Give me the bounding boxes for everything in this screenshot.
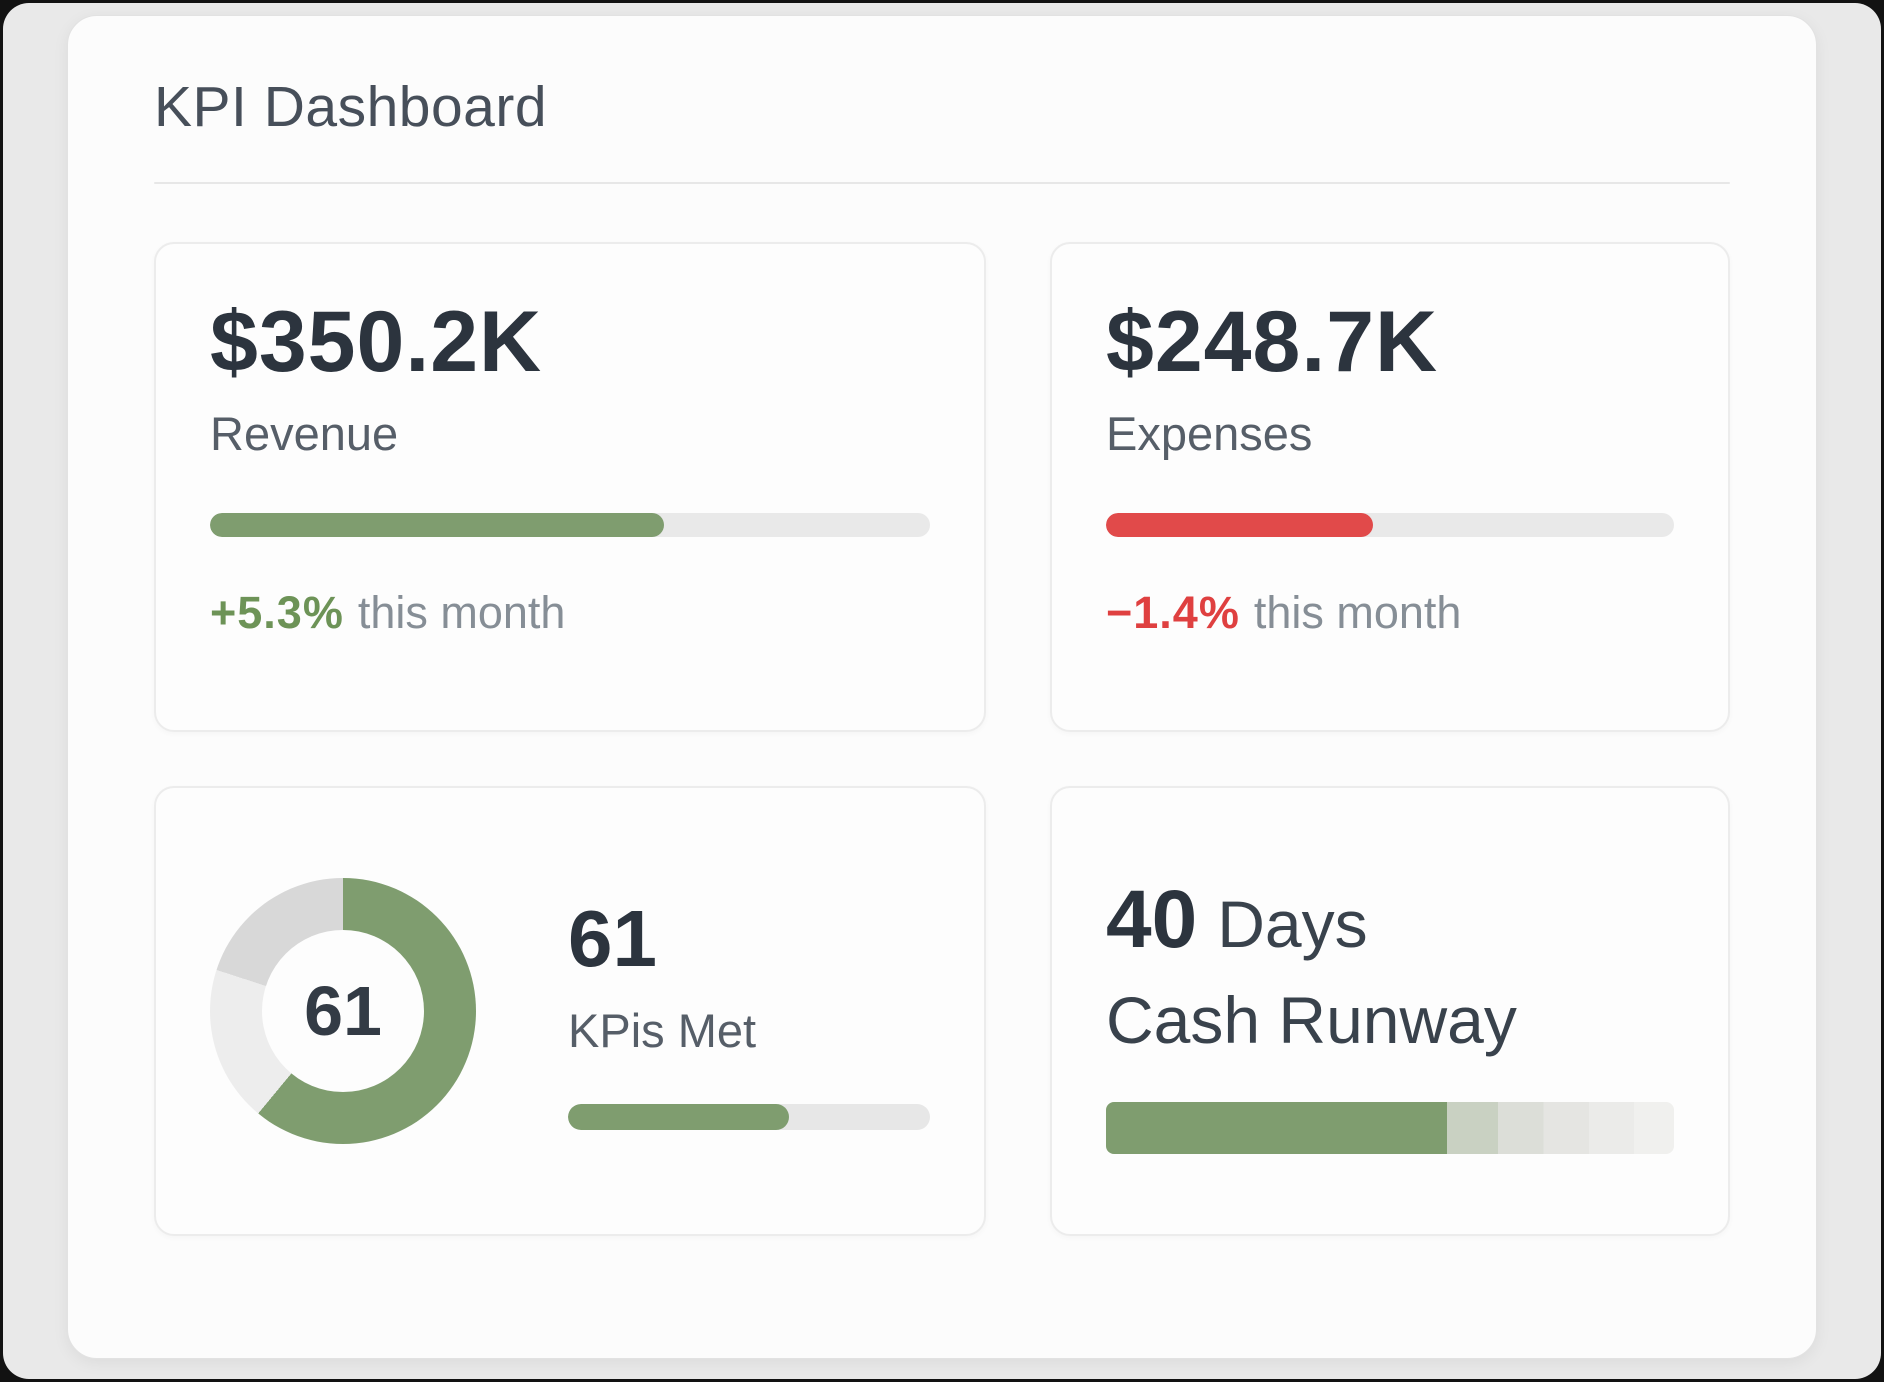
screen-background: KPI Dashboard $350.2K Revenue +5.3% this … — [3, 3, 1881, 1379]
expenses-progress-track — [1106, 513, 1674, 538]
revenue-card: $350.2K Revenue +5.3% this month — [154, 242, 986, 732]
expenses-delta: −1.4% this month — [1106, 587, 1674, 639]
kpis-met-donut-chart: 61 — [210, 878, 476, 1144]
kpis-met-value: 61 — [568, 893, 657, 983]
page-title: KPI Dashboard — [154, 75, 548, 139]
revenue-delta: +5.3% this month — [210, 587, 930, 639]
kpis-met-details: 61 KPis Met — [568, 893, 930, 1130]
kpis-met-progress-track — [568, 1103, 930, 1130]
revenue-delta-value: +5.3% — [210, 587, 344, 639]
revenue-label: Revenue — [210, 407, 399, 461]
kpis-met-progress-fill — [568, 1103, 789, 1130]
revenue-progress-fill — [210, 513, 664, 538]
cash-runway-value-line: 40 Days — [1106, 869, 1674, 972]
kpis-met-card: 61 61 KPis Met — [154, 786, 986, 1236]
expenses-delta-value: −1.4% — [1106, 587, 1240, 639]
expenses-delta-note: this month — [1253, 587, 1462, 639]
kpi-grid: $350.2K Revenue +5.3% this month $248.7K … — [154, 242, 1730, 1236]
revenue-value: $350.2K — [210, 294, 543, 390]
cash-runway-card: 40 Days Cash Runway — [1050, 786, 1730, 1236]
kpis-met-donut-center-value: 61 — [262, 930, 424, 1092]
expenses-value: $248.7K — [1106, 294, 1439, 390]
cash-runway-unit: Days — [1217, 886, 1368, 961]
header-divider — [154, 182, 1730, 184]
revenue-progress-track — [210, 513, 930, 538]
cash-runway-heading: 40 Days Cash Runway — [1106, 869, 1674, 1062]
kpis-met-label: KPis Met — [568, 1003, 757, 1057]
expenses-label: Expenses — [1106, 407, 1313, 461]
cash-runway-label: Cash Runway — [1106, 983, 1517, 1057]
cash-runway-progress-bar — [1106, 1101, 1674, 1154]
cash-runway-value: 40 — [1106, 873, 1198, 965]
dashboard-panel: KPI Dashboard $350.2K Revenue +5.3% this … — [67, 15, 1817, 1359]
expenses-card: $248.7K Expenses −1.4% this month — [1050, 242, 1730, 732]
expenses-progress-fill — [1106, 513, 1373, 538]
revenue-delta-note: this month — [357, 587, 566, 639]
